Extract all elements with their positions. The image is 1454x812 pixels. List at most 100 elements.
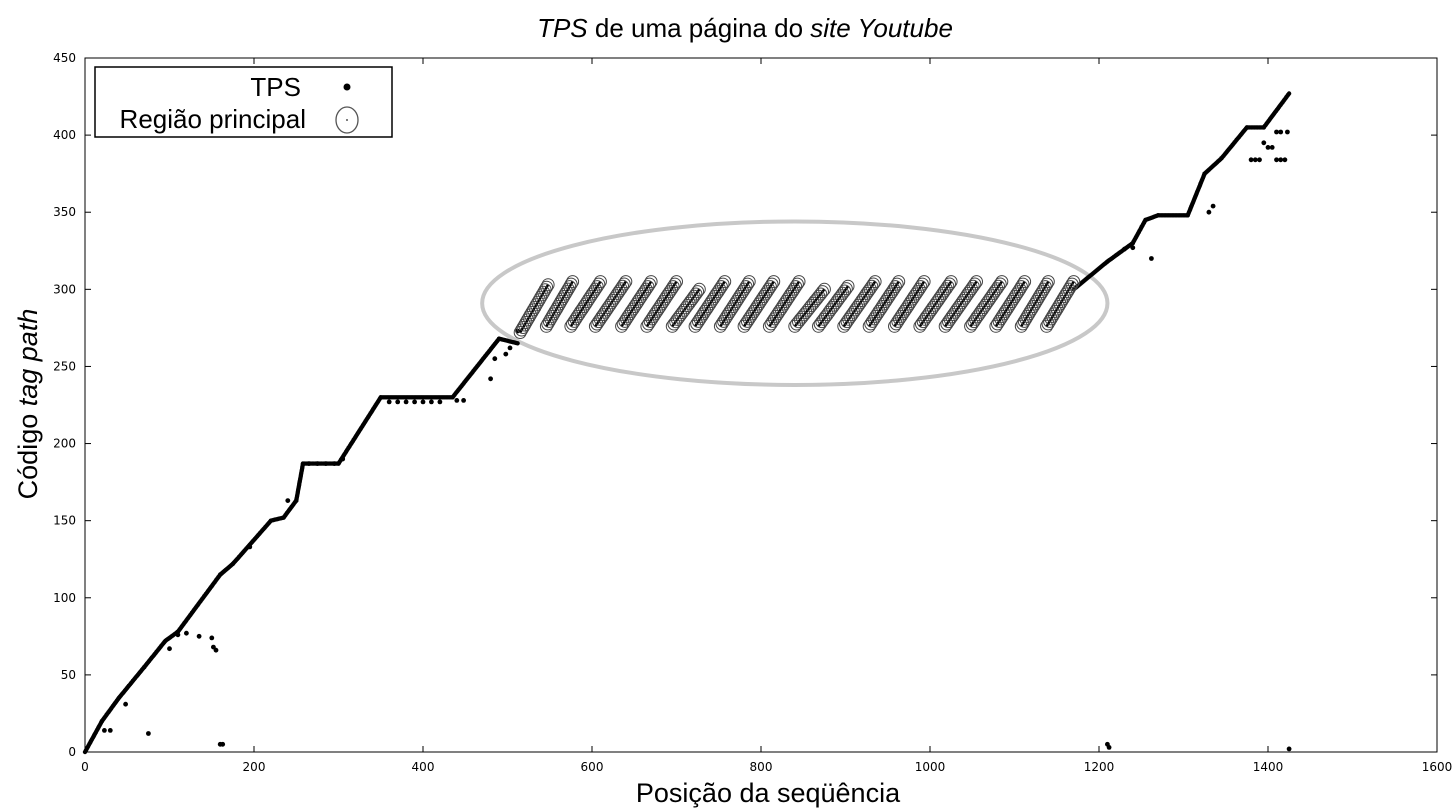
region-point <box>931 294 945 307</box>
region-point <box>822 305 836 319</box>
y-tick-label: 250 <box>53 359 76 373</box>
region-point <box>924 303 938 317</box>
region-point <box>686 292 700 306</box>
region-point <box>603 298 617 312</box>
region-point <box>691 285 705 299</box>
region-point <box>675 306 689 319</box>
tps-point <box>1286 746 1292 752</box>
region-point <box>950 303 964 317</box>
region-point <box>945 310 959 324</box>
region-point <box>592 277 606 291</box>
region-point <box>600 303 614 317</box>
region-point <box>934 289 948 303</box>
region-point <box>541 278 555 292</box>
region-point <box>592 315 606 329</box>
region-point <box>988 284 1002 298</box>
region-point <box>1065 277 1079 291</box>
region-point <box>817 282 831 296</box>
x-tick-label: 1000 <box>915 760 946 774</box>
region-point <box>832 291 846 305</box>
region-point <box>674 308 688 322</box>
region-point <box>665 319 679 333</box>
region-point <box>995 275 1009 289</box>
y-tick-label: 450 <box>53 51 76 65</box>
region-point <box>970 310 984 324</box>
region-point <box>973 305 987 319</box>
region-point <box>716 277 730 291</box>
legend-marker-tps <box>343 83 351 91</box>
tps-point <box>454 398 460 403</box>
region-point <box>670 312 684 326</box>
region-point <box>939 282 953 296</box>
region-point <box>792 275 806 289</box>
tps-point <box>507 345 513 351</box>
region-point <box>1018 275 1032 289</box>
tps-point <box>306 461 312 466</box>
region-point <box>987 286 1001 300</box>
region-point <box>840 315 854 329</box>
tps-point <box>1210 203 1216 209</box>
x-tick-label: 800 <box>750 760 773 774</box>
tps-point <box>340 456 346 462</box>
region-point <box>818 310 832 324</box>
region-point <box>936 286 950 300</box>
region-point <box>933 291 947 305</box>
region-point <box>564 277 578 291</box>
legend-label-tps: TPS <box>250 72 301 102</box>
tps-point <box>1285 129 1290 135</box>
region-point <box>951 301 965 314</box>
y-tick-label: 350 <box>53 205 76 219</box>
region-point <box>669 315 683 329</box>
region-point <box>943 312 957 326</box>
region-point <box>963 284 977 298</box>
region-point <box>966 279 980 293</box>
tps-point <box>1286 91 1292 96</box>
region-point <box>940 317 954 331</box>
tps-point <box>1278 129 1284 135</box>
region-point <box>965 282 978 296</box>
region-point <box>742 275 756 289</box>
region-point <box>956 294 970 307</box>
region-point <box>644 275 658 289</box>
region-point <box>913 319 927 333</box>
region-point <box>681 299 694 312</box>
region-point <box>682 296 696 310</box>
region-point <box>921 308 935 322</box>
y-tick-label: 50 <box>61 668 76 682</box>
tps-point <box>1261 140 1267 146</box>
x-tick-label: 600 <box>581 760 604 774</box>
region-point <box>964 319 978 333</box>
main-region-ellipse-layer <box>480 219 1110 387</box>
region-point <box>975 303 989 317</box>
tps-point <box>395 399 401 405</box>
tps-point <box>209 635 215 641</box>
region-point <box>993 277 1007 291</box>
tps-point <box>213 647 219 653</box>
tps-point <box>196 633 202 639</box>
tps-point <box>412 399 417 405</box>
region-point <box>767 275 781 289</box>
y-tick-label: 100 <box>53 591 76 605</box>
region-point <box>960 289 974 303</box>
y-tick-label: 300 <box>53 282 76 296</box>
y-tick-label: 150 <box>53 514 76 528</box>
region-point <box>955 296 969 310</box>
region-point <box>941 279 955 293</box>
region-point <box>838 284 852 298</box>
region-point <box>918 312 932 326</box>
region-point <box>566 275 580 289</box>
tps-point <box>1282 157 1288 163</box>
y-tick-label: 400 <box>53 128 76 142</box>
region-point <box>865 279 879 293</box>
region-point <box>958 291 972 305</box>
region-point <box>816 285 829 299</box>
tps-point <box>220 741 226 747</box>
region-point <box>820 308 834 322</box>
region-point <box>813 317 827 331</box>
region-point <box>1016 277 1030 291</box>
region-point <box>943 277 956 291</box>
tps-point <box>167 646 172 652</box>
region-point <box>977 301 991 314</box>
region-point <box>968 277 982 291</box>
